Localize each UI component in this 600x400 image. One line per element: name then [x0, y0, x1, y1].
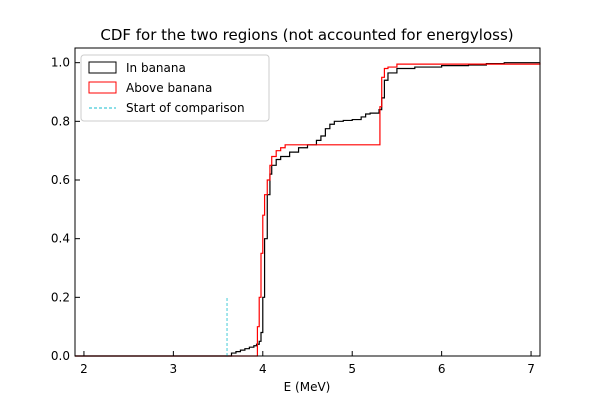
chart-title: CDF for the two regions (not accounted f… [100, 26, 513, 44]
x-tick-label: 4 [259, 362, 267, 376]
x-axis: 2 3 4 5 6 7 [80, 351, 535, 376]
y-tick-label: 0.6 [51, 173, 70, 187]
legend-label-start-of-comparison: Start of comparison [126, 101, 245, 115]
x-tick-label: 6 [438, 362, 446, 376]
y-axis: 0.0 0.2 0.4 0.6 0.8 1.0 [51, 56, 80, 363]
x-tick-label: 5 [348, 362, 356, 376]
legend-box [80, 54, 270, 122]
x-tick-label: 2 [80, 362, 88, 376]
legend-label-in-banana: In banana [126, 61, 186, 75]
x-axis-label: E (MeV) [284, 380, 331, 394]
y-tick-label: 0.2 [51, 290, 70, 304]
legend-swatch-above-banana [88, 81, 117, 94]
series-line-1 [75, 62, 541, 357]
legend: In banana Above banana Start of comparis… [80, 54, 270, 122]
y-tick-label: 0.4 [51, 232, 70, 246]
legend-label-above-banana: Above banana [126, 81, 212, 95]
legend-swatch-in-banana [88, 61, 117, 74]
plot-area [75, 62, 541, 357]
y-tick-label: 0.0 [51, 349, 70, 363]
x-tick-label: 3 [170, 362, 178, 376]
x-tick-label: 7 [527, 362, 535, 376]
axes-frame [74, 47, 541, 357]
y-tick-label: 1.0 [51, 56, 70, 70]
y-tick-label: 0.8 [51, 114, 70, 128]
